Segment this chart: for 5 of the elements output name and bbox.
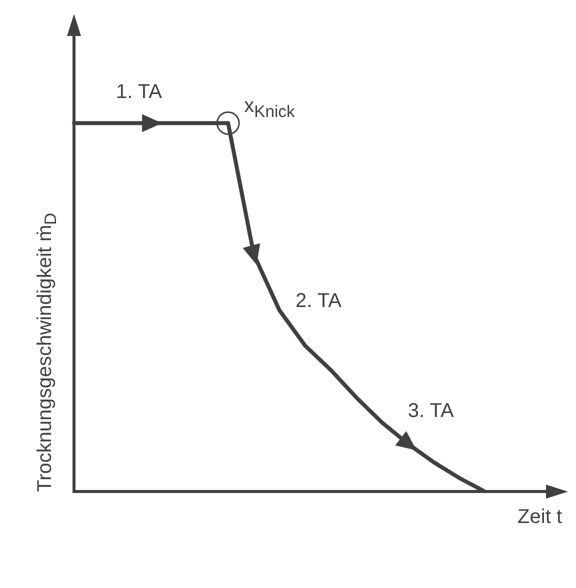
text: x$_{Knick}$ bbox=[244, 95, 295, 122]
x-axis-title: Zeit t bbox=[518, 506, 562, 529]
text: 1. TA bbox=[116, 81, 162, 104]
annotation: 3. TA bbox=[408, 400, 454, 423]
annotation: 2. TA bbox=[295, 290, 342, 314]
